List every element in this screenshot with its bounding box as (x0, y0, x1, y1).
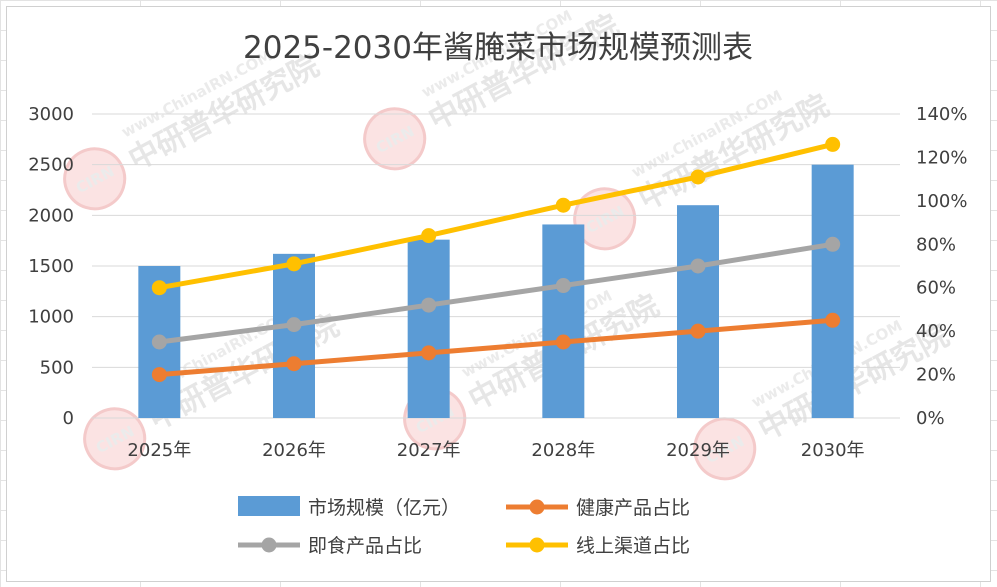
data-point (555, 197, 571, 213)
bar (677, 205, 719, 418)
x-tick-label: 2025年 (127, 440, 191, 461)
bar (407, 239, 450, 418)
watermark-logo (693, 417, 757, 481)
data-point (286, 317, 302, 333)
legend-marker (529, 499, 545, 515)
x-tick-label: 2027年 (397, 440, 461, 461)
y-right-tick-label: 60% (916, 278, 956, 299)
data-point (690, 323, 706, 339)
data-point (690, 258, 706, 274)
legend-item: 线上渠道占比 (506, 535, 690, 557)
data-point (555, 278, 571, 294)
legend-marker (529, 537, 545, 553)
data-point (421, 228, 437, 244)
bar (811, 164, 854, 418)
legend-label: 即食产品占比 (308, 535, 422, 557)
data-point (286, 356, 302, 372)
data-point (421, 297, 437, 313)
y-right-tick-label: 80% (916, 234, 956, 255)
watermark-logo (363, 107, 427, 171)
y-right-tick-label: 140% (916, 104, 967, 125)
data-point (825, 312, 841, 328)
series-line (158, 141, 834, 291)
bar (273, 253, 315, 418)
axes: 0 500 1000 1500 2000 2500 3000 0% 20% 40% 60% 80% 10… (28, 104, 967, 461)
data-point (690, 169, 706, 185)
y-right-tick-label: 20% (916, 365, 956, 386)
y-left-tick-label: 3000 (28, 104, 74, 125)
watermark-logo (83, 407, 147, 471)
series-line (159, 241, 834, 345)
y-left-tick-label: 500 (40, 357, 74, 378)
x-tick-label: 2028年 (531, 440, 595, 461)
y-left-tick-label: 0 (63, 408, 74, 429)
y-right-tick-label: 100% (916, 191, 967, 212)
y-right-tick-label: 0% (916, 408, 945, 429)
legend-label: 市场规模（亿元） (308, 497, 460, 519)
legend-label: 线上渠道占比 (576, 535, 690, 557)
legend-item: 健康产品占比 (506, 497, 690, 519)
data-point (421, 345, 437, 361)
x-tick-label: 2030年 (801, 440, 865, 461)
y-right-tick-label: 120% (916, 147, 967, 168)
series-line (159, 317, 833, 378)
legend-swatch (238, 496, 300, 516)
data-point (825, 136, 841, 152)
legend-marker (261, 537, 277, 553)
data-point (825, 236, 841, 252)
line-series (151, 136, 841, 383)
y-left-tick-label: 1500 (28, 256, 74, 277)
data-point (286, 256, 302, 272)
legend-item: 即食产品占比 (238, 535, 422, 557)
y-left-tick-label: 2000 (28, 205, 74, 226)
y-left-tick-label: 2500 (28, 155, 74, 176)
chart-title: 2025-2030年酱腌菜市场规模预测表 (243, 30, 753, 66)
data-point (151, 334, 167, 350)
data-point (151, 280, 167, 296)
data-point (151, 367, 167, 383)
y-right-tick-label: 40% (916, 321, 956, 342)
bar (542, 224, 585, 418)
legend-label: 健康产品占比 (576, 497, 690, 519)
legend-item: 市场规模（亿元） (238, 496, 460, 519)
x-tick-label: 2026年 (262, 440, 326, 461)
x-tick-label: 2029年 (666, 440, 730, 461)
y-left-tick-label: 1000 (28, 307, 74, 328)
data-point (555, 334, 571, 350)
